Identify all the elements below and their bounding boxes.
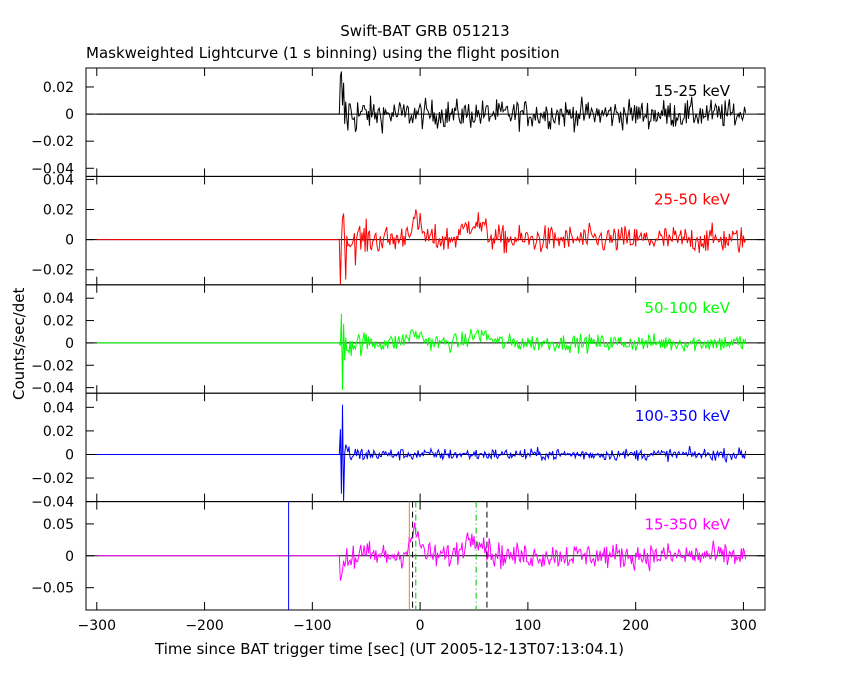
x-tick-label: 100 xyxy=(515,618,542,634)
y-tick-label: 0 xyxy=(65,447,74,463)
x-tick-label: −200 xyxy=(185,618,223,634)
y-tick-label: −0.04 xyxy=(31,381,74,397)
y-tick-label: 0.05 xyxy=(43,517,74,533)
chart-title: Swift-BAT GRB 051213 xyxy=(340,22,510,40)
y-tick-label: −0.02 xyxy=(31,263,74,279)
band-label: 50-100 keV xyxy=(644,299,730,317)
y-tick-label: −0.05 xyxy=(31,581,74,597)
y-tick-label: 0 xyxy=(65,107,74,123)
y-tick-label: −0.04 xyxy=(31,161,74,177)
y-tick-label: 0 xyxy=(65,233,74,249)
y-tick-label: −0.02 xyxy=(31,134,74,150)
y-tick-label: 0 xyxy=(65,549,74,565)
chart-subtitle: Maskweighted Lightcurve (1 s binning) us… xyxy=(86,44,560,62)
x-tick-label: 200 xyxy=(622,618,649,634)
y-axis-label: Counts/sec/det xyxy=(10,287,28,400)
band-label: 15-25 keV xyxy=(654,82,731,100)
x-tick-label: 0 xyxy=(416,618,425,634)
series-line xyxy=(96,209,747,285)
band-label: 100-350 keV xyxy=(635,407,731,425)
y-tick-label: 0.04 xyxy=(43,400,74,416)
x-axis-label: Time since BAT trigger time [sec] (UT 20… xyxy=(155,640,624,658)
series-line xyxy=(96,313,747,391)
y-tick-label: 0.02 xyxy=(43,203,74,219)
series-line xyxy=(96,404,747,502)
y-tick-label: −0.02 xyxy=(31,471,74,487)
band-label: 15-350 keV xyxy=(644,516,730,534)
y-tick-label: 0.04 xyxy=(43,172,74,188)
y-tick-label: 0.02 xyxy=(43,314,74,330)
series-line xyxy=(96,522,747,581)
y-tick-label: 0.02 xyxy=(43,80,74,96)
band-label: 25-50 keV xyxy=(654,190,731,208)
y-tick-label: −0.02 xyxy=(31,358,74,374)
y-tick-label: −0.04 xyxy=(31,495,74,511)
x-tick-label: −300 xyxy=(78,618,116,634)
y-tick-label: 0 xyxy=(65,336,74,352)
series-line xyxy=(96,71,747,134)
y-tick-label: 0.02 xyxy=(43,424,74,440)
y-tick-label: 0.04 xyxy=(43,291,74,307)
x-tick-label: −100 xyxy=(293,618,331,634)
x-tick-label: 300 xyxy=(730,618,757,634)
